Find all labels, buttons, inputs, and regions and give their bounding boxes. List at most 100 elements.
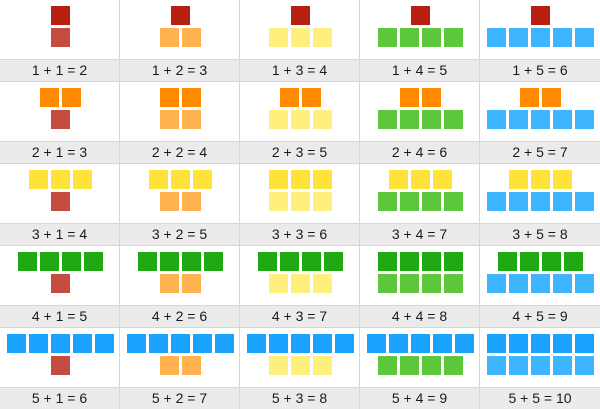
block (313, 356, 332, 375)
block (509, 334, 528, 353)
block (509, 356, 528, 375)
block-illustration (0, 328, 119, 387)
equation-cell: 2 + 4 = 6 (360, 82, 480, 164)
block (160, 274, 179, 293)
block (269, 356, 288, 375)
block (29, 334, 48, 353)
block (269, 170, 288, 189)
block (127, 334, 146, 353)
block (73, 334, 92, 353)
block (564, 252, 583, 271)
block (160, 252, 179, 271)
block (291, 334, 310, 353)
block (160, 28, 179, 47)
block (520, 252, 539, 271)
equation-label: 2 + 5 = 7 (480, 141, 600, 163)
block (171, 170, 190, 189)
block-illustration (240, 82, 359, 142)
block (291, 28, 310, 47)
block (400, 28, 419, 47)
block (291, 274, 310, 293)
block (553, 28, 572, 47)
block-illustration (120, 82, 239, 142)
block (171, 334, 190, 353)
block (313, 110, 332, 129)
block (269, 110, 288, 129)
equation-cell: 2 + 1 = 3 (0, 82, 120, 164)
equation-label: 5 + 3 = 8 (240, 387, 359, 409)
block (291, 170, 310, 189)
block (313, 334, 332, 353)
block (160, 192, 179, 211)
block (378, 192, 397, 211)
block (247, 334, 266, 353)
block (422, 28, 441, 47)
block (542, 88, 561, 107)
equation-cell: 3 + 1 = 4 (0, 164, 120, 246)
block (302, 252, 321, 271)
block (575, 110, 594, 129)
block (84, 252, 103, 271)
block (335, 334, 354, 353)
equation-label: 1 + 2 = 3 (120, 59, 239, 81)
block (575, 274, 594, 293)
block (291, 6, 310, 25)
block-illustration (360, 82, 479, 142)
equation-cell: 1 + 2 = 3 (120, 0, 240, 82)
block (444, 192, 463, 211)
block (280, 252, 299, 271)
block (40, 252, 59, 271)
block (215, 334, 234, 353)
block (313, 28, 332, 47)
equation-label: 1 + 4 = 5 (360, 59, 479, 81)
block (455, 334, 474, 353)
equation-cell: 3 + 3 = 6 (240, 164, 360, 246)
block (487, 274, 506, 293)
equation-cell: 4 + 5 = 9 (480, 246, 600, 328)
block (7, 334, 26, 353)
block (193, 334, 212, 353)
block (531, 6, 550, 25)
block-illustration (120, 246, 239, 306)
block (313, 274, 332, 293)
equation-label: 4 + 3 = 7 (240, 305, 359, 327)
block-illustration (480, 0, 600, 60)
block (51, 28, 70, 47)
block (444, 252, 463, 271)
block (444, 28, 463, 47)
block (367, 334, 386, 353)
equation-label: 3 + 5 = 8 (480, 223, 600, 245)
block (62, 88, 81, 107)
block-illustration (240, 0, 359, 60)
block (487, 110, 506, 129)
block (487, 192, 506, 211)
block (204, 252, 223, 271)
block (160, 88, 179, 107)
block (487, 28, 506, 47)
block (149, 170, 168, 189)
block (269, 28, 288, 47)
block (51, 356, 70, 375)
block (520, 88, 539, 107)
equation-label: 3 + 1 = 4 (0, 223, 119, 245)
equation-cell: 2 + 2 = 4 (120, 82, 240, 164)
block (531, 334, 550, 353)
block (324, 252, 343, 271)
equation-label: 2 + 1 = 3 (0, 141, 119, 163)
block (422, 192, 441, 211)
block-illustration (120, 164, 239, 224)
block (182, 28, 201, 47)
block (509, 28, 528, 47)
block-illustration (480, 164, 600, 224)
equation-label: 4 + 5 = 9 (480, 305, 600, 327)
block (291, 110, 310, 129)
block-illustration (240, 328, 359, 387)
block (531, 274, 550, 293)
block (400, 252, 419, 271)
block (138, 252, 157, 271)
equation-label: 3 + 2 = 5 (120, 223, 239, 245)
block-illustration (0, 246, 119, 306)
equation-label: 5 + 1 = 6 (0, 387, 119, 409)
block (400, 192, 419, 211)
